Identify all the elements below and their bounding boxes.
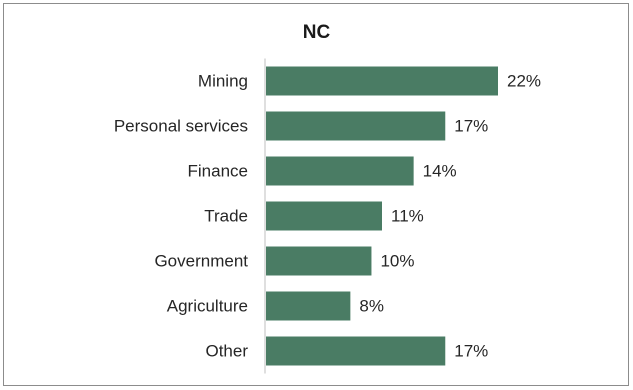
- category-label: Trade: [204, 207, 248, 226]
- value-label: 17%: [454, 342, 488, 361]
- category-label: Finance: [188, 162, 248, 181]
- category-label: Government: [154, 252, 248, 271]
- bar: [266, 336, 446, 366]
- category-label: Mining: [198, 72, 248, 91]
- chart-title: NC: [302, 22, 331, 43]
- value-label: 22%: [507, 72, 541, 91]
- value-label: 14%: [423, 162, 457, 181]
- bar: [266, 246, 372, 276]
- bar: [266, 291, 351, 321]
- value-label: 8%: [359, 297, 384, 316]
- value-label: 11%: [391, 207, 424, 226]
- bar: [266, 201, 382, 231]
- bar: [266, 111, 446, 141]
- value-label: 17%: [454, 117, 488, 136]
- category-label: Other: [205, 342, 248, 361]
- category-label: Personal services: [114, 117, 248, 136]
- bar: [266, 66, 498, 96]
- bar: [266, 156, 414, 186]
- value-label: 10%: [380, 252, 414, 271]
- category-label: Agriculture: [167, 297, 248, 316]
